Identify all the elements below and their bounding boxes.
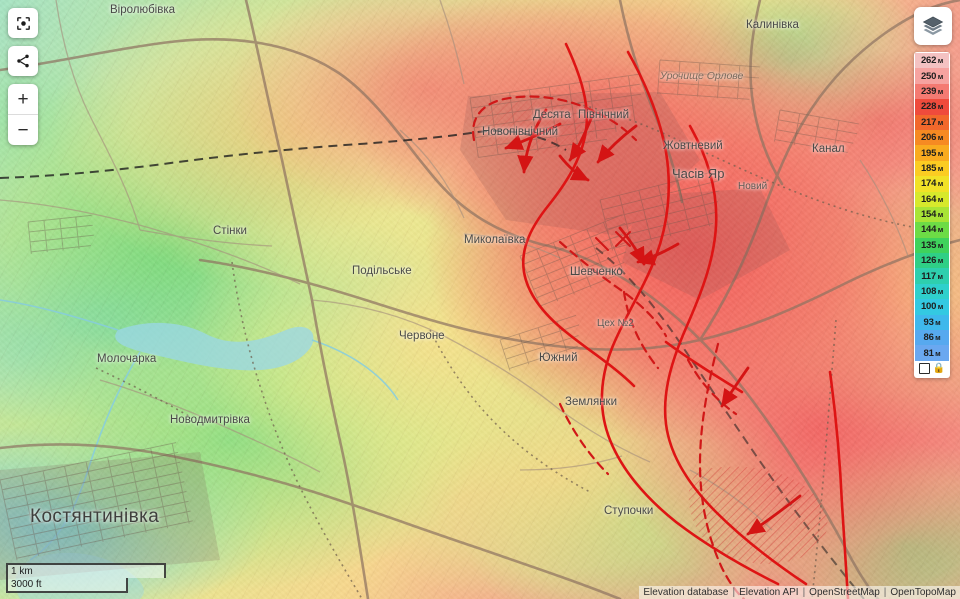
legend-step: 154 м xyxy=(915,206,949,223)
arrow-south-2 xyxy=(568,110,596,162)
legend-step: 93 м xyxy=(915,314,949,331)
arrow-south-1 xyxy=(517,108,548,174)
legend-step: 206 м xyxy=(915,129,949,146)
legend-footer[interactable]: 🔒 xyxy=(915,360,949,377)
zoom-in-button[interactable]: + xyxy=(17,88,29,110)
arrow-south-east-1 xyxy=(720,366,750,408)
legend-step: 174 м xyxy=(915,176,949,192)
attribution-link[interactable]: Elevation API xyxy=(739,587,799,598)
legend-step: 100 м xyxy=(915,299,949,315)
attribution-bar[interactable]: Elevation database | Elevation API | OpenStr… xyxy=(639,586,960,599)
frontline-dashed xyxy=(472,95,746,599)
river-layer xyxy=(0,299,399,561)
legend-step: 250 м xyxy=(915,68,949,84)
layers-icon xyxy=(922,16,944,35)
legend-step: 185 м xyxy=(915,160,949,177)
legend-step: 126 м xyxy=(915,253,949,269)
legend-step: 86 м xyxy=(915,330,949,346)
legend-checkbox[interactable] xyxy=(918,363,930,375)
zoom-control-group[interactable]: + − xyxy=(8,84,38,145)
road-network-minor xyxy=(0,0,909,531)
elevation-legend[interactable]: 262 м 250 м 239 м 228 м 217 м 206 м 195 м 185 м 174 м 164 м… xyxy=(914,52,950,378)
attribution-separator: | xyxy=(732,587,736,598)
layers-button[interactable] xyxy=(914,7,952,45)
legend-lock-icon[interactable]: 🔒 xyxy=(932,362,946,374)
locate-icon xyxy=(16,16,30,30)
legend-step: 108 м xyxy=(915,283,949,300)
legend-step: 262 м xyxy=(915,53,949,69)
arrow-east-1 xyxy=(558,154,590,182)
frontline-solid xyxy=(521,42,850,599)
attribution-separator: | xyxy=(802,587,806,598)
legend-step: 195 м xyxy=(915,145,949,161)
zoom-out-button[interactable]: − xyxy=(8,114,38,145)
legend-step: 228 м xyxy=(915,99,949,115)
legend-step: 117 м xyxy=(915,268,949,284)
claimed-area-hatch xyxy=(474,100,828,564)
attribution-link[interactable]: Elevation database xyxy=(643,587,729,598)
attribution-separator: | xyxy=(883,587,887,598)
advance-arrows xyxy=(504,108,802,536)
combat-marks xyxy=(595,231,663,259)
scale-imperial: 3000 ft xyxy=(6,578,128,593)
track-dotted xyxy=(95,99,931,599)
legend-step: 144 м xyxy=(915,222,949,238)
attribution-link[interactable]: OpenStreetMap xyxy=(809,587,880,598)
share-button[interactable] xyxy=(8,46,38,76)
legend-step: 217 м xyxy=(915,114,949,130)
legend-step: 239 м xyxy=(915,83,949,100)
legend-step: 135 м xyxy=(915,237,949,254)
legend-step: 164 м xyxy=(915,191,949,207)
scale-metric: 1 km xyxy=(6,563,166,578)
share-icon xyxy=(17,54,29,68)
scale-bar: 1 km 3000 ft xyxy=(6,563,166,593)
legend-step: 81 м xyxy=(915,345,949,361)
arrow-west-1 xyxy=(596,124,638,164)
attribution-link[interactable]: OpenTopoMap xyxy=(890,587,956,598)
arrow-south-east-2 xyxy=(746,494,802,536)
locate-button[interactable] xyxy=(8,8,38,38)
map-control-stack[interactable]: + − xyxy=(8,8,38,145)
